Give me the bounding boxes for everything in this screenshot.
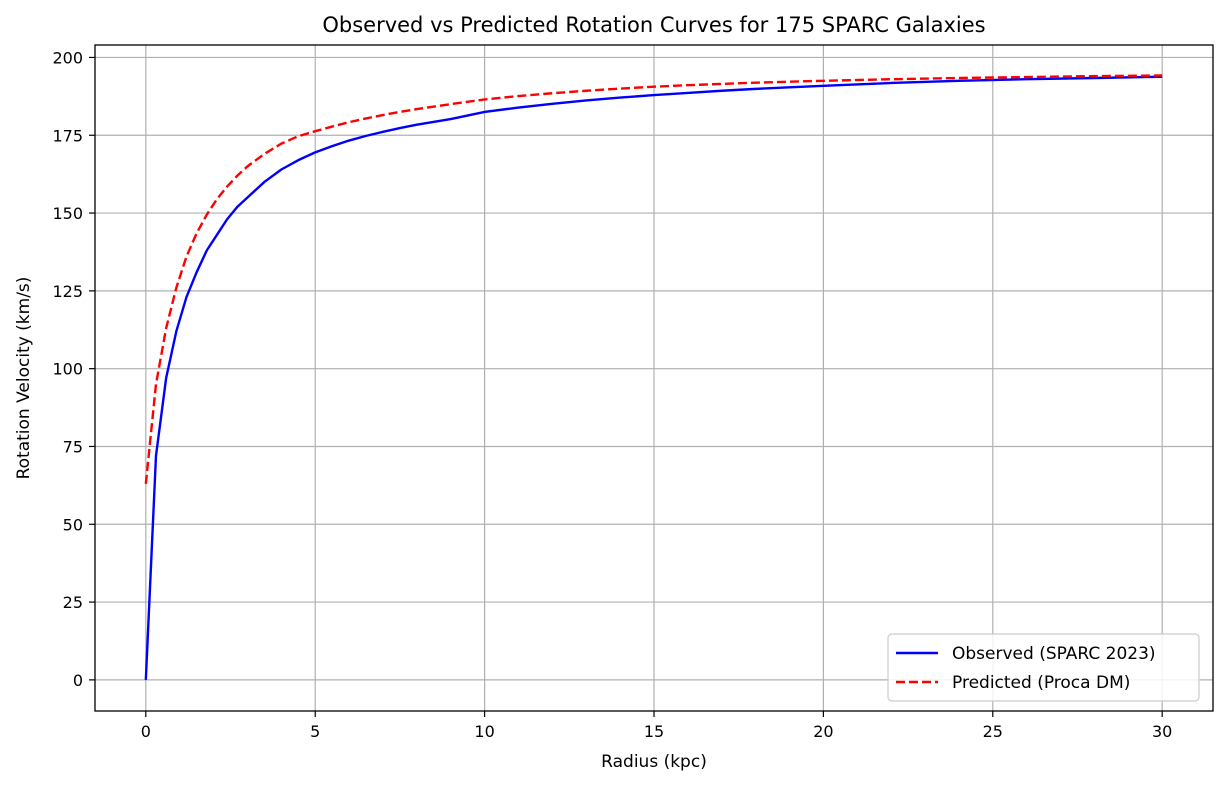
chart-title: Observed vs Predicted Rotation Curves fo… xyxy=(322,13,985,37)
y-tick-label: 125 xyxy=(52,282,83,301)
x-axis-label: Radius (kpc) xyxy=(601,752,707,772)
y-tick-label: 150 xyxy=(52,204,83,223)
axis-ticks: 0 5 10 15 20 25 30 0 25 50 75 100 125 150 175 200 xyxy=(52,48,1172,741)
y-tick-label: 75 xyxy=(63,437,83,456)
legend-label: Observed (SPARC 2023) xyxy=(952,644,1156,664)
y-tick-label: 0 xyxy=(73,671,83,690)
series-line-predicted xyxy=(144,74,1163,484)
x-tick-label: 20 xyxy=(813,722,833,741)
y-tick-label: 200 xyxy=(52,48,83,67)
series-group xyxy=(144,74,1163,680)
x-tick-label: 10 xyxy=(474,722,494,741)
x-tick-label: 25 xyxy=(983,722,1003,741)
y-axis-label: Rotation Velocity (km/s) xyxy=(14,277,34,480)
legend: Observed (SPARC 2023) Predicted (Proca DM… xyxy=(887,633,1200,702)
legend-box xyxy=(887,633,1200,702)
y-tick-label: 25 xyxy=(63,593,83,612)
x-tick-label: 5 xyxy=(310,722,320,741)
y-tick-label: 50 xyxy=(63,515,83,534)
x-tick-label: 15 xyxy=(644,722,664,741)
grid xyxy=(95,45,1213,711)
y-tick-label: 100 xyxy=(52,360,83,379)
x-tick-label: 0 xyxy=(141,722,151,741)
y-tick-label: 175 xyxy=(52,126,83,145)
series-line-observed xyxy=(144,75,1163,680)
legend-label: Predicted (Proca DM) xyxy=(952,673,1130,693)
x-tick-label: 30 xyxy=(1152,722,1172,741)
